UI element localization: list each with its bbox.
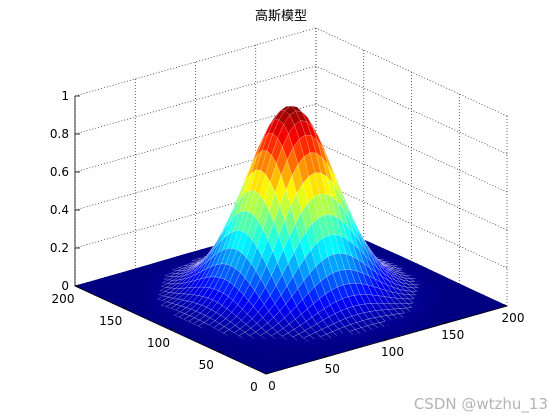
side-wall-grid-horizontal	[315, 179, 508, 269]
x-tick-mark	[383, 338, 387, 341]
x-tick-label: 100	[381, 345, 404, 359]
x-tick-mark	[323, 355, 327, 358]
x-tick-label: 150	[441, 328, 464, 342]
side-wall-grid-horizontal	[315, 65, 508, 155]
x-tick-mark	[262, 372, 267, 375]
y-tick-label: 200	[52, 292, 75, 306]
surface-plot	[74, 105, 508, 375]
y-tick-label: 0	[250, 380, 258, 394]
z-tick-label: 0.4	[50, 203, 69, 217]
chart-title: 高斯模型	[255, 8, 307, 24]
y-tick-mark	[218, 350, 223, 353]
y-tick-label: 50	[199, 358, 214, 372]
side-wall-grid-horizontal	[315, 103, 508, 193]
x-tick-label: 50	[325, 362, 340, 376]
z-tick-label: 0.6	[50, 165, 69, 179]
side-wall-grid-horizontal	[315, 141, 508, 231]
y-tick-label: 150	[99, 314, 122, 328]
y-tick-mark	[122, 306, 127, 309]
x-tick-mark	[443, 321, 447, 324]
z-tick-label: 0.2	[50, 241, 69, 255]
side-wall-grid-horizontal	[315, 27, 508, 117]
watermark-text: CSDN @wtzhu_13	[414, 395, 548, 414]
y-tick-mark	[265, 372, 271, 375]
axes-frame	[74, 95, 508, 375]
y-tick-mark	[170, 328, 175, 331]
y-tick-label: 100	[147, 336, 170, 350]
x-tick-label: 0	[268, 379, 276, 393]
x-tick-label: 200	[502, 311, 525, 325]
x-tick-mark	[503, 304, 508, 307]
z-tick-label: 1	[61, 89, 69, 103]
z-tick-label: 0	[61, 279, 69, 293]
z-tick-label: 0.8	[50, 127, 69, 141]
